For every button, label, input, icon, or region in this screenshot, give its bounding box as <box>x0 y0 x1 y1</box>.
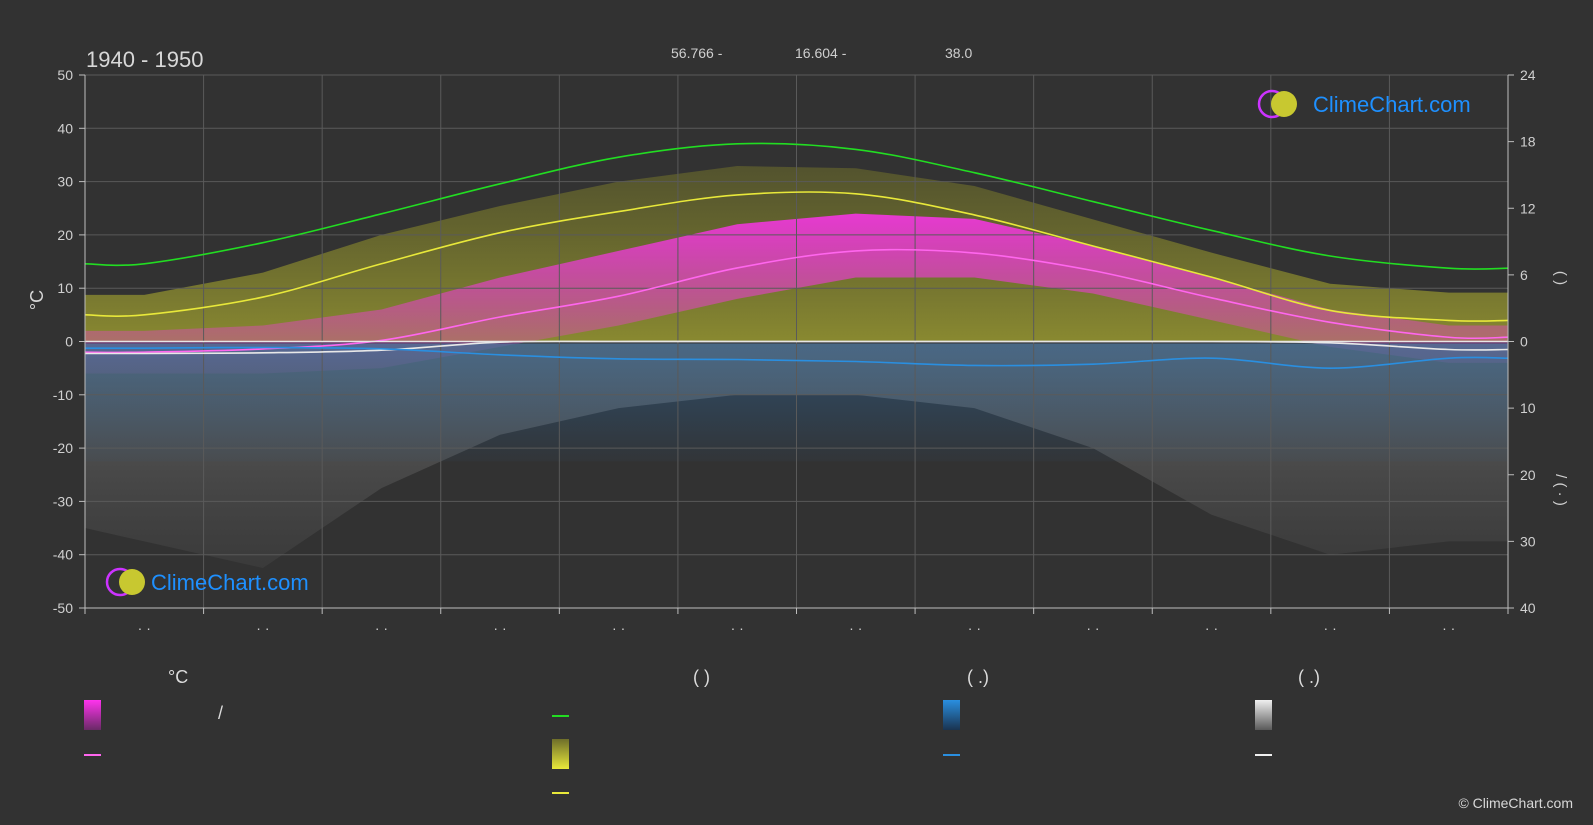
elevation-text: 38.0 <box>945 45 972 61</box>
left-tick-label: 50 <box>57 67 73 83</box>
month-tick-label: · · <box>612 620 625 636</box>
left-tick-label: 10 <box>57 280 73 296</box>
month-tick-label: · · <box>731 620 744 636</box>
right-top-tick-label: 0 <box>1520 334 1528 350</box>
rain-range-swatch <box>943 700 960 730</box>
month-tick-label: · · <box>138 620 151 636</box>
right-top-tick-label: 24 <box>1520 67 1536 83</box>
month-tick-label: · · <box>1205 620 1218 636</box>
legend-sun-title: ( ) <box>693 667 710 687</box>
legend-temperature-title: °C <box>168 667 189 687</box>
left-tick-label: -40 <box>53 547 73 563</box>
temperature-mean-swatch <box>84 754 101 756</box>
rain-mean-swatch <box>943 754 960 756</box>
right-bottom-tick-label: 10 <box>1520 400 1536 416</box>
left-tick-label: -50 <box>53 600 73 616</box>
left-tick-label: -20 <box>53 440 73 456</box>
month-tick-label: · · <box>1442 620 1455 636</box>
right-axis-top-label: ( ) <box>1552 271 1569 285</box>
longitude-text: 16.604 - <box>795 45 847 61</box>
month-tick-label: · · <box>375 620 388 636</box>
right-top-tick-label: 6 <box>1520 267 1528 283</box>
legend-temperature-range-text: / <box>218 703 224 723</box>
brand-name-top: ClimeChart.com <box>1313 92 1471 117</box>
left-axis-label: °C <box>27 290 47 310</box>
latitude-text: 56.766 - <box>671 45 723 61</box>
series-line-sunshine <box>85 191 1508 322</box>
left-tick-label: -30 <box>53 493 73 509</box>
legend-rain-title: ( .) <box>967 667 989 687</box>
right-bottom-tick-label: 30 <box>1520 533 1536 549</box>
left-tick-label: 30 <box>57 174 73 190</box>
temperature-range-swatch <box>84 700 101 730</box>
brand-logo-bottom[interactable]: ClimeChart.com <box>105 567 309 597</box>
right-top-tick-label: 12 <box>1520 200 1536 216</box>
right-axis-bottom-label: / ( · ) <box>1552 474 1569 506</box>
left-tick-label: 20 <box>57 227 73 243</box>
right-top-tick-label: 18 <box>1520 134 1536 150</box>
daylight-swatch <box>552 715 569 717</box>
chart-period-title: 1940 - 1950 <box>86 47 203 72</box>
legend-snow-title: ( .) <box>1298 667 1320 687</box>
month-tick-label: · · <box>968 620 981 636</box>
logo-globe-icon <box>119 569 145 595</box>
month-tick-label: · · <box>493 620 506 636</box>
left-tick-label: 40 <box>57 120 73 136</box>
copyright-text[interactable]: © ClimeChart.com <box>1458 795 1573 811</box>
axes-layer: 50 40 30 20 10 0 -10 -20 -30 -40 -50 24 18 12 6 0 10 20 30… <box>53 67 1536 636</box>
snow-range-swatch <box>1255 700 1272 730</box>
left-tick-label: 0 <box>65 334 73 350</box>
brand-logo-top[interactable]: ClimeChart.com <box>1257 89 1471 119</box>
sunshine-mean-swatch <box>552 792 569 794</box>
sunshine-range-swatch <box>552 739 569 769</box>
month-tick-label: · · <box>1086 620 1099 636</box>
snow-mean-swatch <box>1255 754 1272 756</box>
logo-globe-icon <box>1271 91 1297 117</box>
right-bottom-tick-label: 40 <box>1520 600 1536 616</box>
left-tick-label: -10 <box>53 387 73 403</box>
series-lines-layer <box>85 142 1508 369</box>
series-line-precip <box>85 346 1508 369</box>
right-bottom-tick-label: 20 <box>1520 467 1536 483</box>
month-tick-label: · · <box>1324 620 1337 636</box>
series-line-daylight <box>85 142 1508 270</box>
brand-name-bottom: ClimeChart.com <box>151 570 309 595</box>
climate-chart: 1940 - 1950 56.766 - 16.604 - 38.0 50 40 3… <box>27 45 1569 636</box>
month-tick-label: · · <box>849 620 862 636</box>
month-tick-label: · · <box>256 620 269 636</box>
